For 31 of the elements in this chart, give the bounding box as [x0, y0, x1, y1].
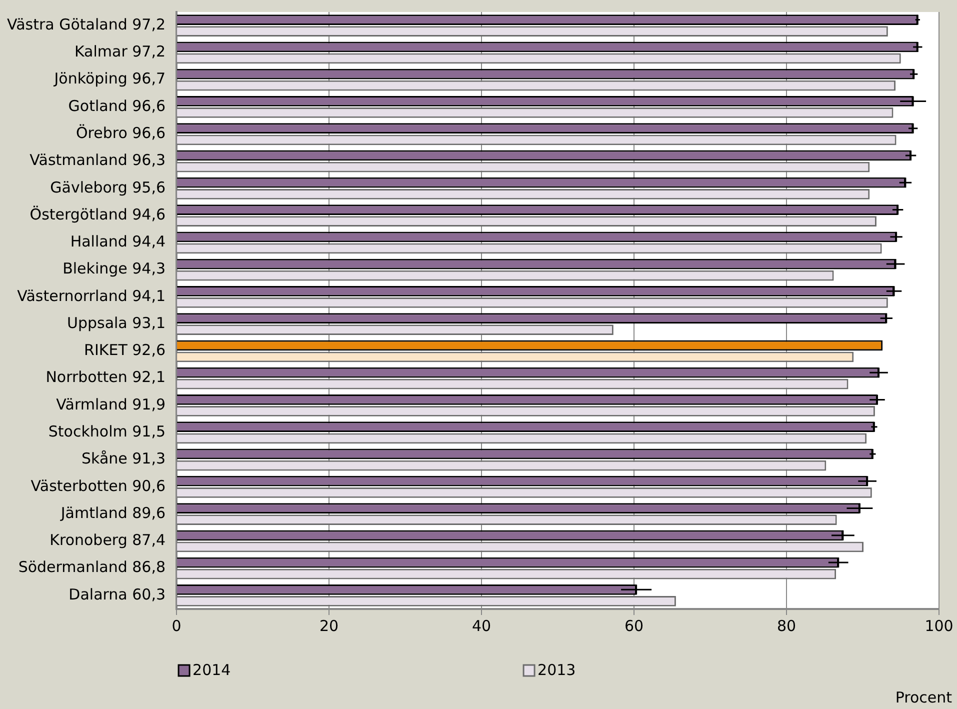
y-tick-label: Halland 94,4: [70, 232, 166, 251]
y-tick-label: Västra Götaland 97,2: [6, 15, 166, 34]
y-tick-label: Stockholm 91,5: [48, 422, 166, 441]
y-tick-label: Jönköping 96,7: [53, 70, 166, 88]
y-tick-label: Östergötland 94,6: [30, 205, 166, 224]
y-tick-label: Norrbotten 92,1: [46, 368, 166, 386]
y-tick-label: Blekinge 94,3: [62, 260, 166, 278]
x-tick-label: 100: [924, 616, 954, 635]
x-tick-label: 0: [172, 616, 182, 635]
y-tick-label: Västernorrland 94,1: [17, 286, 166, 305]
text: Procent: [895, 688, 952, 706]
x-tick-label: 20: [319, 616, 339, 635]
y-tick-label: Jämtland 89,6: [60, 504, 166, 522]
y-tick-label: Örebro 96,6: [76, 124, 166, 142]
y-tick-label: Västmanland 96,3: [30, 151, 166, 170]
legend-label: 2014: [192, 660, 231, 679]
y-tick-label: Västerbotten 90,6: [30, 476, 166, 495]
y-tick-label: Gotland 96,6: [68, 96, 166, 115]
y-tick-label: Södermanland 86,8: [18, 558, 166, 576]
x-tick-label: 60: [624, 616, 644, 635]
y-tick-label: Kalmar 97,2: [74, 42, 166, 61]
y-tick-label: Skåne 91,3: [81, 450, 166, 468]
legend-label: 2013: [538, 660, 576, 679]
y-tick-label: RIKET 92,6: [84, 341, 166, 360]
x-tick-label: 80: [776, 616, 796, 635]
y-tick-label: Gävleborg 95,6: [50, 178, 166, 196]
x-tick-label: 40: [472, 616, 492, 635]
y-tick-label: Uppsala 93,1: [66, 314, 166, 332]
y-tick-label: Kronoberg 87,4: [50, 531, 166, 550]
y-tick-label: Värmland 91,9: [56, 395, 166, 414]
y-tick-label: Dalarna 60,3: [68, 585, 166, 604]
